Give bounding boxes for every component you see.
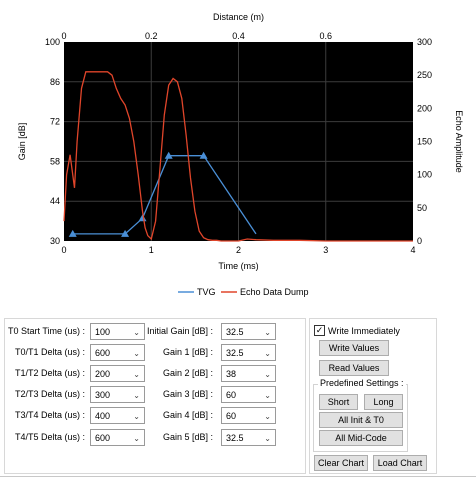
gain-select-value: 60 — [226, 390, 237, 400]
gain-select-value: 38 — [226, 369, 237, 379]
y-left-tick-label: 86 — [50, 77, 60, 87]
gain-select[interactable]: 32.5 ⌄ — [221, 429, 276, 446]
x-top-axis-title: Distance (m) — [213, 12, 264, 22]
delta-label: T0/T1 Delta (us) : — [14, 347, 85, 357]
y-left-axis-title: Gain [dB] — [17, 123, 27, 161]
gain-label: Gain 5 [dB] : — [162, 432, 213, 442]
gain-select-value: 60 — [226, 411, 237, 421]
chevron-down-icon: ⌄ — [264, 412, 271, 421]
chevron-down-icon: ⌄ — [133, 328, 140, 337]
clear-chart-button[interactable]: Clear Chart — [314, 455, 368, 471]
x-top-tick-label: 0.4 — [232, 31, 245, 41]
all-mid-code-button[interactable]: All Mid-Code — [319, 430, 403, 446]
predefined-settings-title: Predefined Settings : — [318, 378, 406, 388]
y-right-tick-label: 0 — [417, 236, 422, 246]
write-values-button[interactable]: Write Values — [319, 340, 389, 356]
chevron-down-icon: ⌄ — [133, 412, 140, 421]
y-left-tick-label: 30 — [50, 236, 60, 246]
gain-select-value: 32.5 — [226, 433, 244, 443]
chevron-down-icon: ⌄ — [133, 391, 140, 400]
read-values-button[interactable]: Read Values — [319, 360, 389, 376]
y-right-tick-label: 150 — [417, 137, 432, 147]
write-immediately-checkbox[interactable]: ✓ — [314, 325, 325, 336]
chevron-down-icon: ⌄ — [264, 328, 271, 337]
y-left-tick-label: 44 — [50, 196, 60, 206]
delta-select[interactable]: 400 ⌄ — [90, 407, 145, 424]
series-line-0 — [72, 155, 257, 235]
checkmark-icon: ✓ — [315, 325, 324, 335]
delta-label: T3/T4 Delta (us) : — [14, 410, 85, 420]
chevron-down-icon: ⌄ — [133, 370, 140, 379]
short-button[interactable]: Short — [319, 394, 358, 410]
y-right-tick-label: 50 — [417, 203, 427, 213]
x-tick-label: 0 — [61, 245, 66, 255]
delta-label: T2/T3 Delta (us) : — [14, 389, 85, 399]
delta-select-value: 200 — [95, 369, 111, 379]
x-tick-label: 1 — [149, 245, 154, 255]
chevron-down-icon: ⌄ — [264, 434, 271, 443]
delta-select-value: 100 — [95, 327, 111, 337]
chevron-down-icon: ⌄ — [264, 349, 271, 358]
tvg-point-marker — [199, 151, 208, 159]
y-right-tick-label: 100 — [417, 170, 432, 180]
gain-select[interactable]: 60 ⌄ — [221, 386, 276, 403]
chevron-down-icon: ⌄ — [133, 434, 140, 443]
delta-select-value: 600 — [95, 348, 111, 358]
gain-select[interactable]: 38 ⌄ — [221, 365, 276, 382]
chevron-down-icon: ⌄ — [133, 349, 140, 358]
delta-select-value: 600 — [95, 433, 111, 443]
delta-label: T1/T2 Delta (us) : — [14, 368, 85, 378]
tvg-point-marker — [164, 151, 173, 159]
y-right-tick-label: 300 — [417, 37, 432, 47]
series-line-1 — [63, 71, 413, 242]
load-chart-button[interactable]: Load Chart — [373, 455, 427, 471]
status-divider — [0, 476, 476, 477]
legend-item: Echo Data Dump — [240, 287, 309, 297]
chevron-down-icon: ⌄ — [264, 391, 271, 400]
delta-select[interactable]: 300 ⌄ — [90, 386, 145, 403]
tvg-point-marker — [138, 214, 147, 222]
y-left-tick-label: 100 — [45, 37, 60, 47]
x-tick-label: 4 — [410, 245, 415, 255]
y-right-tick-label: 200 — [417, 103, 432, 113]
gain-label: Gain 3 [dB] : — [162, 389, 213, 399]
long-button[interactable]: Long — [364, 394, 403, 410]
x-tick-label: 3 — [323, 245, 328, 255]
gain-label: Gain 2 [dB] : — [162, 368, 213, 378]
x-axis-title: Time (ms) — [218, 261, 258, 271]
legend-item: TVG — [197, 287, 216, 297]
x-top-tick-label: 0.6 — [319, 31, 332, 41]
gain-select[interactable]: 32.5 ⌄ — [221, 323, 276, 340]
gain-label: Initial Gain [dB] : — [146, 326, 213, 336]
delta-select-value: 400 — [95, 411, 111, 421]
gain-label: Gain 1 [dB] : — [162, 347, 213, 357]
x-tick-label: 2 — [236, 245, 241, 255]
delta-select[interactable]: 600 ⌄ — [90, 429, 145, 446]
write-immediately-label: Write Immediately — [328, 326, 400, 336]
gain-select[interactable]: 32.5 ⌄ — [221, 344, 276, 361]
y-right-axis-title: Echo Amplitude — [454, 110, 464, 173]
x-top-tick-label: 0 — [61, 31, 66, 41]
all-init-t0-button[interactable]: All Init & T0 — [319, 412, 403, 428]
gain-select-value: 32.5 — [226, 348, 244, 358]
y-left-tick-label: 72 — [50, 117, 60, 127]
x-top-tick-label: 0.2 — [145, 31, 158, 41]
tvg-point-marker — [121, 229, 130, 237]
y-right-tick-label: 250 — [417, 70, 432, 80]
delta-select[interactable]: 100 ⌄ — [90, 323, 145, 340]
delta-label: T0 Start Time (us) : — [7, 326, 85, 336]
delta-select[interactable]: 200 ⌄ — [90, 365, 145, 382]
delta-label: T4/T5 Delta (us) : — [14, 432, 85, 442]
delta-select-value: 300 — [95, 390, 111, 400]
chevron-down-icon: ⌄ — [264, 370, 271, 379]
gain-select[interactable]: 60 ⌄ — [221, 407, 276, 424]
gain-select-value: 32.5 — [226, 327, 244, 337]
delta-select[interactable]: 600 ⌄ — [90, 344, 145, 361]
y-left-tick-label: 58 — [50, 156, 60, 166]
gain-label: Gain 4 [dB] : — [162, 410, 213, 420]
tvg-point-marker — [68, 229, 77, 237]
